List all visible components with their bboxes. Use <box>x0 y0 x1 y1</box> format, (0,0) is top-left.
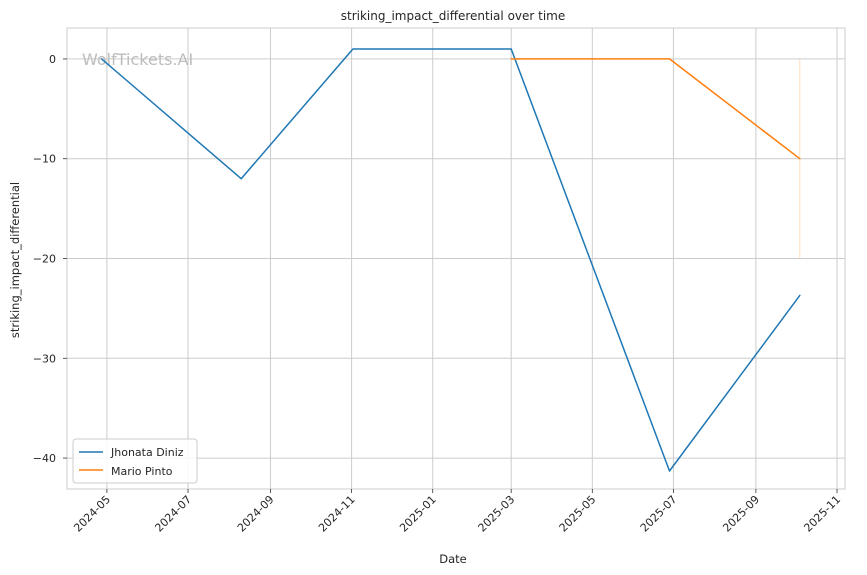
x-tick-label: 2024-05 <box>71 493 113 535</box>
legend-box <box>72 438 198 484</box>
series-layer <box>100 48 801 472</box>
chart-title: striking_impact_differential over time <box>341 9 566 23</box>
legend: Jhonata Diniz Mario Pinto <box>72 438 198 484</box>
x-tick-label: 2025-01 <box>397 493 439 535</box>
x-tick-label: 2025-05 <box>557 493 599 535</box>
legend-label: Mario Pinto <box>111 465 173 478</box>
x-tick-label: 2025-03 <box>476 493 518 535</box>
y-tick-label: −40 <box>33 452 56 465</box>
y-tick-label: 0 <box>49 53 56 66</box>
series-line-0 <box>100 48 801 472</box>
x-tick-label: 2024-07 <box>152 493 194 535</box>
y-tick-label: −20 <box>33 253 56 266</box>
y-tick-label: −10 <box>33 153 56 166</box>
x-axis-title: Date <box>439 552 467 566</box>
x-tick-label: 2024-11 <box>316 493 358 535</box>
x-tick-label: 2025-09 <box>720 493 762 535</box>
watermark-text: WolfTickets.AI <box>82 50 193 69</box>
grid <box>67 28 845 489</box>
x-tick-label: 2025-07 <box>638 493 680 535</box>
x-tick-label: 2024-09 <box>235 493 277 535</box>
series-line-1 <box>510 58 801 160</box>
x-tick-labels: 2024-05 2024-07 2024-09 2024-11 2025-01 2025-… <box>71 489 843 535</box>
y-axis-title: striking_impact_differential <box>8 182 22 338</box>
legend-label: Jhonata Diniz <box>110 446 184 459</box>
y-tick-label: −30 <box>33 352 56 365</box>
x-tick-label: 2025-11 <box>801 493 843 535</box>
y-tick-labels: 0 −10 −20 −30 −40 <box>33 53 67 465</box>
